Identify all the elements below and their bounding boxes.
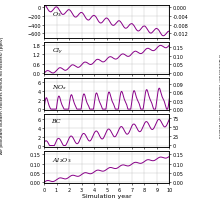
Text: NO$_x$: NO$_x$: [51, 82, 67, 91]
Text: O$_3$: O$_3$: [51, 10, 61, 19]
Text: % difference: rockets minus no rockets: % difference: rockets minus no rockets: [217, 53, 220, 137]
Text: Cl$_y$: Cl$_y$: [51, 46, 63, 56]
X-axis label: Simulation year: Simulation year: [82, 193, 132, 198]
Text: BC: BC: [51, 119, 61, 124]
Text: Air pollutant burden (rockets minus no rockets) [pptv]: Air pollutant burden (rockets minus no r…: [0, 36, 4, 153]
Text: Al$_2$O$_3$: Al$_2$O$_3$: [51, 155, 71, 164]
